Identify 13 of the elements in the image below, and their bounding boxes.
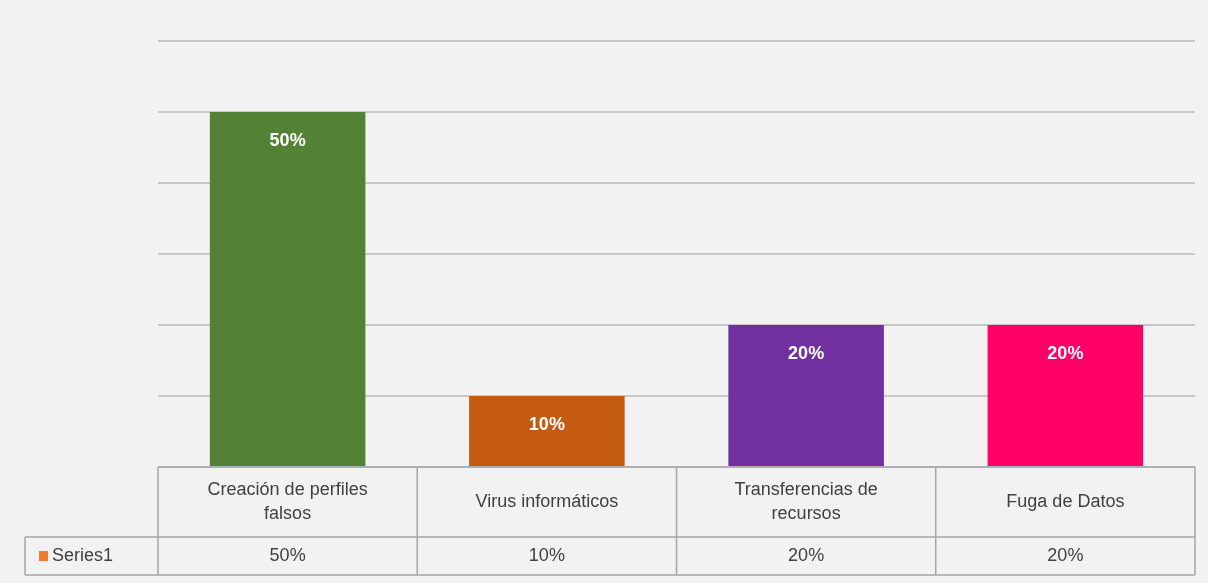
x-tick-label: Fuga de Datos [1006, 490, 1125, 511]
data-label: 10% [528, 544, 565, 565]
text: 20% [1047, 342, 1084, 363]
x-tick-label: Creación de perfiles falsos [207, 478, 368, 523]
data-label: 20% [1047, 544, 1084, 565]
data-label: 20% [788, 544, 825, 565]
data-label: 50% [269, 544, 306, 565]
text: 20% [788, 342, 825, 363]
text: Series1 [52, 544, 114, 565]
x-tick-label: Virus informáticos [475, 490, 619, 511]
text: 10% [528, 413, 565, 434]
x-tick-label: Transferencias de recursos [734, 478, 878, 523]
text: 50% [269, 129, 306, 150]
